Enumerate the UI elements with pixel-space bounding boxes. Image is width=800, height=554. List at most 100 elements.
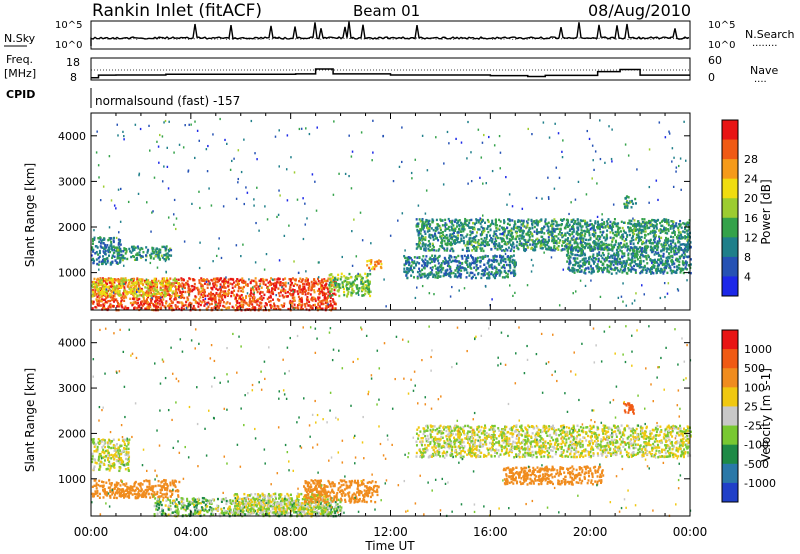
power-cell: [109, 285, 112, 288]
power-cell: [592, 267, 595, 270]
power-cell: [292, 291, 295, 295]
power-cell: [609, 226, 612, 230]
power-cell: [672, 222, 675, 225]
power-cell: [173, 294, 176, 298]
power-cell: [418, 262, 421, 265]
power-cell: [274, 281, 277, 285]
power-cell: [567, 266, 570, 269]
power-cell: [687, 247, 690, 250]
power-cell: [271, 305, 274, 308]
power-cell: [619, 262, 622, 266]
power-cell: [460, 269, 463, 272]
power-cell: [493, 232, 496, 236]
power-cell: [475, 247, 478, 251]
power-cell: [284, 281, 287, 285]
power-cell: [141, 289, 144, 292]
power-cell: [476, 256, 479, 260]
power-cell: [164, 247, 167, 250]
power-cell: [361, 288, 364, 292]
power-cell: [666, 239, 669, 242]
power-cell: [561, 248, 564, 251]
power-cell: [97, 284, 100, 287]
power-cell: [633, 254, 636, 258]
power-cell: [97, 280, 100, 283]
power-cell: [97, 263, 100, 266]
power-cell: [111, 246, 114, 249]
power-cell: [101, 260, 104, 263]
power-cell: [592, 230, 595, 233]
power-cell: [159, 248, 162, 252]
power-cell: [291, 281, 294, 285]
power-cell: [479, 265, 482, 268]
power-cell: [562, 218, 565, 221]
power-cell: [452, 249, 455, 253]
power-cell: [360, 275, 363, 279]
power-cell: [454, 218, 457, 222]
power-cell: [412, 261, 415, 265]
power-cell: [482, 231, 485, 234]
power-cell: [606, 223, 609, 226]
power-cell: [145, 282, 148, 286]
power-cell: [269, 296, 272, 299]
power-cell: [415, 218, 418, 221]
power-cell: [330, 287, 333, 291]
power-cell: [650, 272, 653, 275]
power-cell: [641, 220, 644, 224]
power-cell: [460, 223, 463, 226]
power-cell: [451, 222, 454, 225]
power-cell: [174, 285, 177, 288]
power-cell: [505, 263, 508, 267]
power-cell: [561, 235, 564, 239]
power-cell: [415, 264, 418, 267]
power-cell: [465, 261, 468, 264]
power-cell: [148, 302, 151, 305]
power-cell: [259, 291, 262, 294]
power-cell: [624, 262, 627, 265]
power-cell: [251, 307, 254, 310]
power-cell: [573, 271, 576, 274]
power-cell: [643, 236, 646, 240]
power-cell: [654, 244, 657, 248]
power-cell: [215, 291, 218, 295]
power-cell: [149, 292, 152, 295]
power-cell: [477, 267, 480, 270]
power-cell: [309, 293, 312, 296]
power-cell: [619, 236, 622, 239]
power-cell: [507, 246, 510, 249]
power-cell: [97, 290, 100, 293]
power-cell: [546, 243, 549, 246]
power-sparse-cell: [159, 296, 162, 299]
power-cell: [174, 277, 177, 280]
power-cell: [240, 303, 243, 307]
power-cell: [210, 278, 213, 282]
power-cell: [610, 255, 613, 258]
power-cell: [634, 227, 637, 230]
power-cell: [150, 294, 153, 298]
power-cell: [645, 251, 648, 254]
power-cell: [427, 249, 430, 252]
power-cell: [162, 293, 165, 297]
power-scatter: [91, 117, 692, 312]
power-cell: [663, 246, 666, 249]
power-cell: [125, 290, 128, 294]
power-cell: [479, 222, 482, 225]
power-cell: [593, 245, 596, 248]
power-cell: [100, 278, 103, 282]
power-cell: [678, 267, 681, 270]
power-cell: [575, 269, 578, 272]
power-cell: [487, 220, 490, 224]
power-cell: [524, 249, 527, 253]
power-cell: [158, 258, 161, 261]
nsearch-dots: ........: [752, 38, 777, 49]
power-cell: [113, 295, 116, 298]
power-cell: [571, 249, 574, 252]
power-cell: [199, 296, 202, 299]
power-cell: [215, 306, 218, 309]
power-cell: [232, 281, 235, 284]
power-cell: [480, 241, 483, 244]
power-cell: [303, 287, 306, 290]
power-cell: [578, 270, 581, 273]
power-cell: [91, 285, 94, 289]
power-cell: [574, 257, 577, 260]
power-cell: [679, 243, 682, 246]
